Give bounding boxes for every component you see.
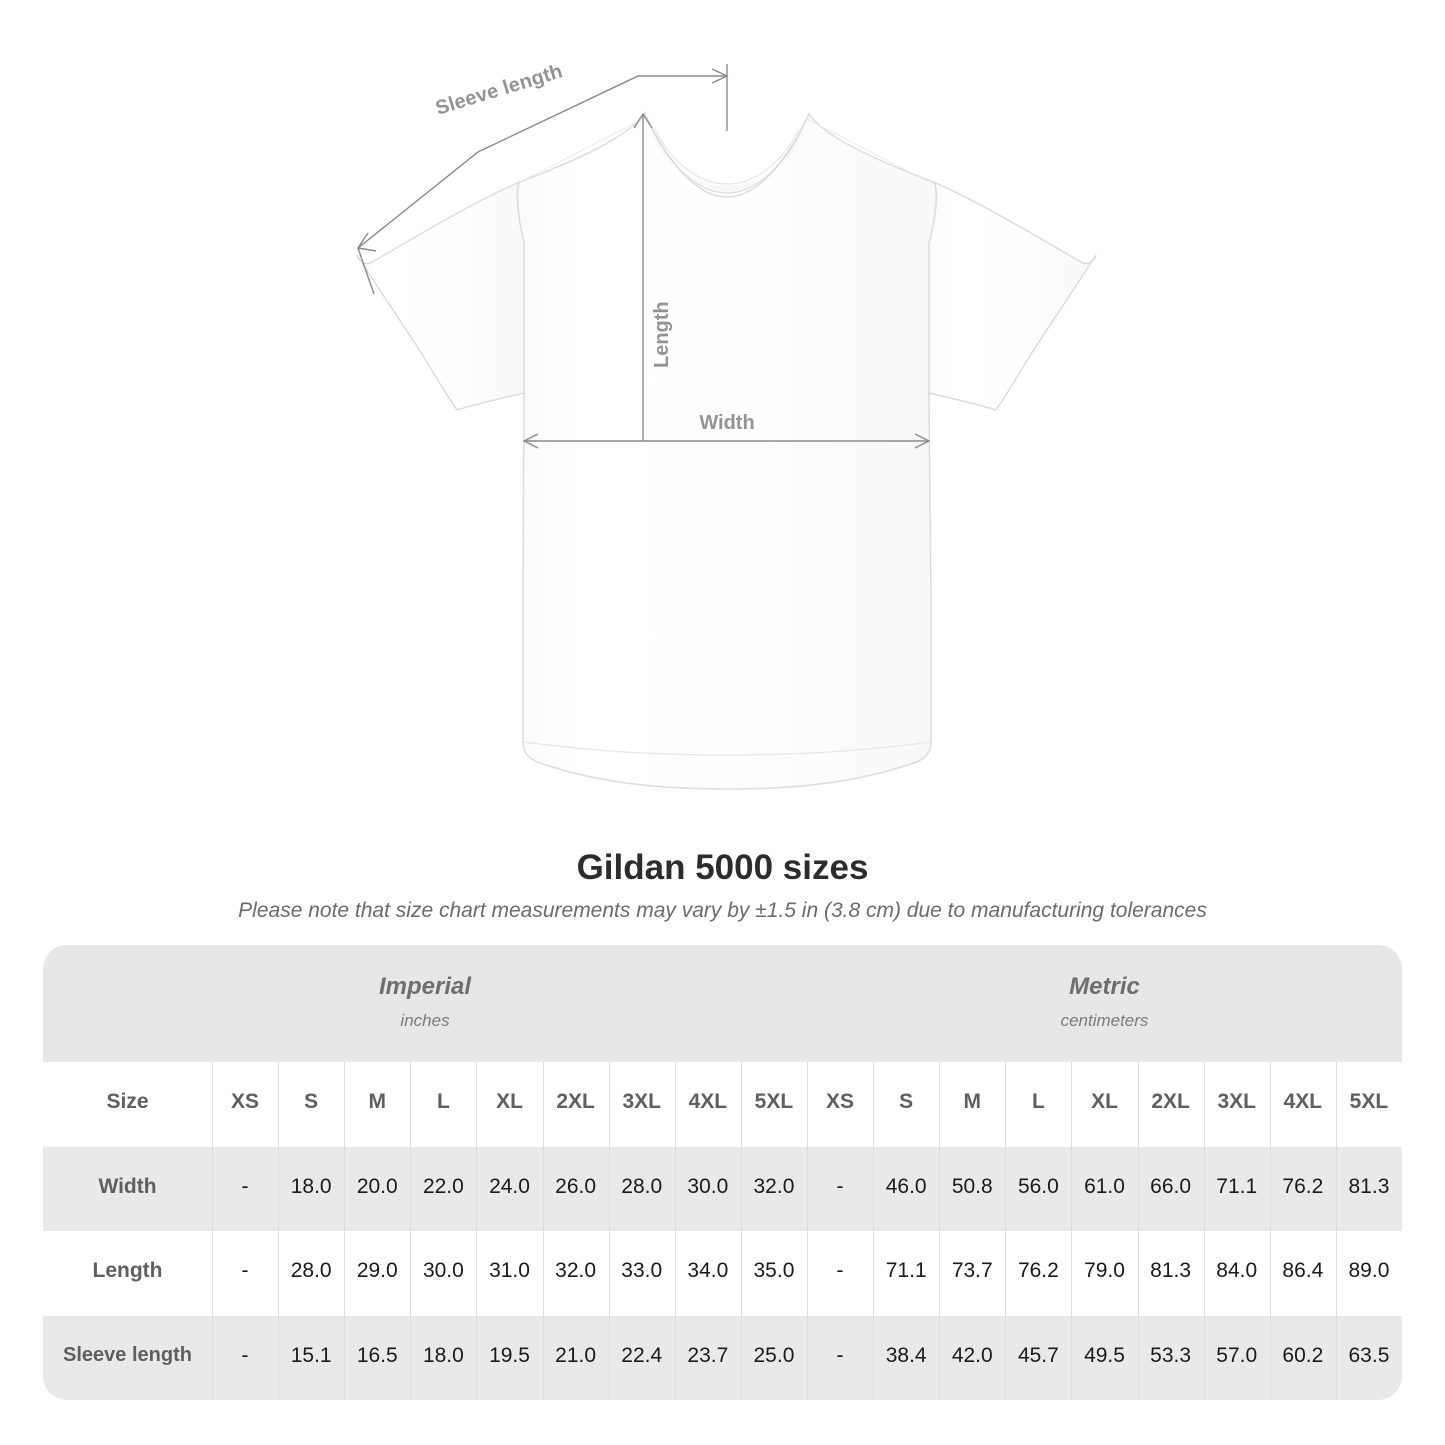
svg-text:Length: Length bbox=[651, 301, 673, 368]
svg-text:Sleeve length: Sleeve length bbox=[433, 60, 565, 119]
svg-text:Width: Width bbox=[699, 412, 754, 434]
